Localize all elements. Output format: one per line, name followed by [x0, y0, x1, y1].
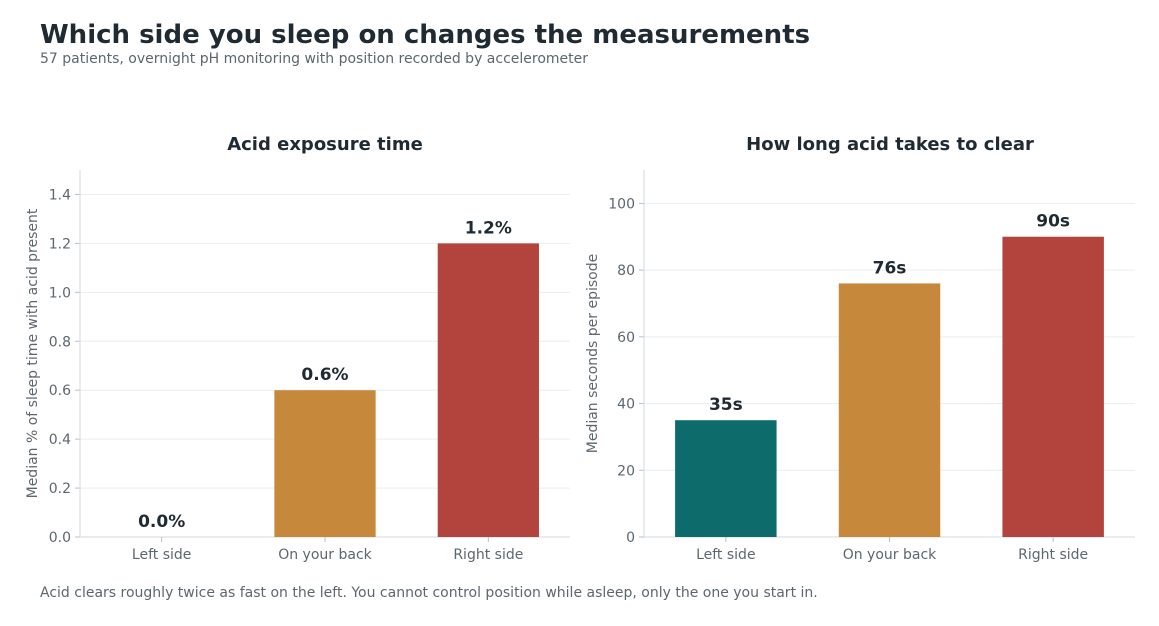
acid-exposure-chart: Acid exposure time 0.0 0.2 0.4 0.6 0.8 1.0 1.2 1…	[25, 134, 570, 563]
data-label: 1.2%	[465, 218, 512, 238]
y-tick-label: 1.2	[49, 236, 71, 252]
y-tick-label: 0.0	[49, 530, 71, 546]
y-tick-label: 20	[617, 463, 635, 479]
footnote: Acid clears roughly twice as fast on the…	[40, 585, 818, 601]
chart-title: How long acid takes to clear	[746, 134, 1034, 155]
y-tick-label: 40	[617, 397, 635, 413]
x-tick-label: Right side	[453, 547, 523, 563]
data-label: 76s	[873, 258, 907, 278]
x-tick-label: On your back	[843, 547, 937, 563]
y-tick-label: 0.6	[49, 383, 71, 399]
y-axis-label: Median % of sleep time with acid present	[25, 208, 41, 498]
page-title: Which side you sleep on changes the meas…	[40, 20, 811, 50]
data-label: 0.0%	[138, 512, 185, 532]
y-tick-label: 0	[626, 530, 635, 546]
bar	[437, 243, 539, 537]
x-tick-label: Right side	[1018, 547, 1088, 563]
y-tick-label: 0.2	[49, 481, 71, 497]
data-label: 90s	[1036, 212, 1070, 232]
bar	[1002, 236, 1104, 537]
data-label: 35s	[709, 395, 743, 415]
page-subtitle: 57 patients, overnight pH monitoring wit…	[40, 51, 589, 67]
y-tick-label: 0.8	[49, 334, 71, 350]
bar	[838, 283, 941, 537]
x-tick-label: Left side	[696, 547, 755, 563]
chart-title: Acid exposure time	[227, 134, 423, 155]
y-tick-label: 0.4	[49, 432, 71, 448]
y-tick-label: 1.0	[49, 285, 71, 301]
y-tick-label: 60	[617, 330, 635, 346]
y-tick-label: 80	[617, 263, 635, 279]
y-axis-label: Median seconds per episode	[585, 254, 601, 454]
acid-clearance-chart: How long acid takes to clear 0 20 40 60 80 100…	[585, 134, 1135, 563]
x-tick-label: On your back	[278, 547, 372, 563]
y-tick-label: 1.4	[49, 187, 71, 203]
bar	[675, 420, 777, 537]
y-tick-label: 100	[608, 196, 635, 212]
x-tick-label: Left side	[132, 547, 191, 563]
bar	[274, 390, 376, 537]
data-label: 0.6%	[301, 365, 348, 385]
